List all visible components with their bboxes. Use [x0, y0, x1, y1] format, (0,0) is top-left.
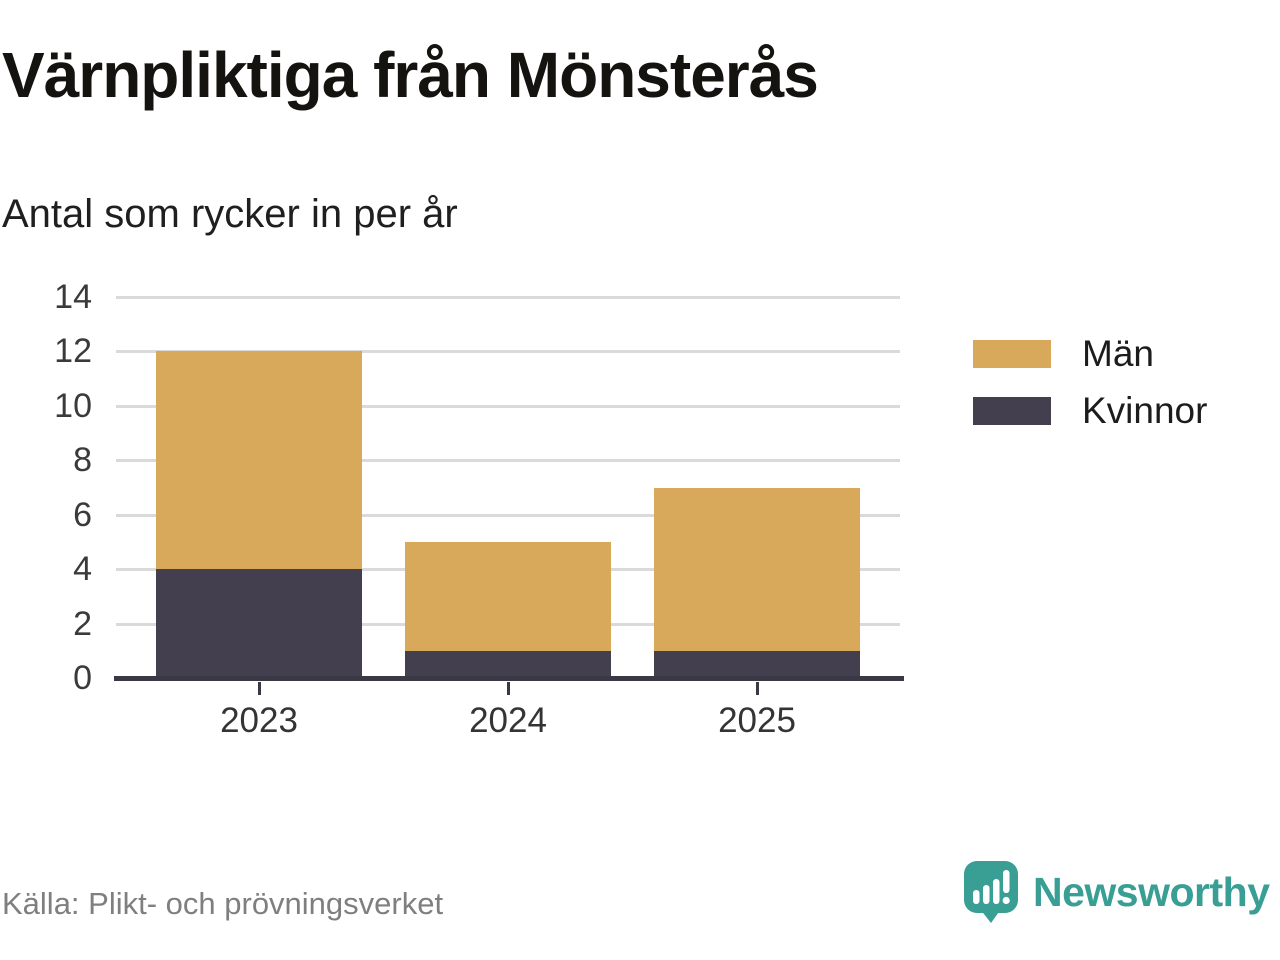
bar-segment-män-2024	[405, 541, 611, 651]
bar-segment-kvinnor-2024	[405, 650, 611, 678]
chart-title: Värnpliktiga från Mönsterås	[2, 39, 819, 111]
legend-item-kvinnor: Kvinnor	[973, 382, 1273, 439]
x-axis-tick-label: 2023	[220, 701, 298, 740]
x-axis-tick	[506, 682, 510, 695]
bar-segment-män-2025	[654, 487, 860, 651]
y-axis-tick-label: 12	[54, 332, 92, 371]
bar-segment-män-2023	[156, 351, 362, 570]
x-axis-tick	[755, 682, 759, 695]
legend-swatch-män	[973, 339, 1051, 368]
gridline	[116, 296, 900, 299]
legend-label: Män	[1082, 332, 1154, 374]
newsworthy-wordmark: Newsworthy	[1033, 868, 1270, 915]
bar-segment-kvinnor-2025	[654, 650, 860, 678]
legend-item-män: Män	[973, 325, 1273, 382]
y-axis-tick-label: 6	[73, 495, 92, 534]
gridline	[116, 513, 900, 517]
y-axis-tick-label: 4	[73, 550, 92, 589]
bar-segment-kvinnor-2023	[156, 569, 362, 678]
newsworthy-logo-icon	[964, 861, 1018, 923]
x-axis-tick	[257, 682, 261, 695]
y-axis-tick-label: 14	[54, 278, 92, 316]
gridline	[116, 350, 900, 354]
legend-swatch-kvinnor	[973, 396, 1051, 425]
y-axis-tick-label: 2	[73, 604, 92, 643]
x-axis-line	[114, 676, 904, 681]
x-axis-tick-label: 2025	[718, 701, 796, 740]
y-axis-tick-label: 0	[73, 659, 92, 697]
source-caption: Källa: Plikt- och prövningsverket	[2, 886, 444, 921]
gridline	[116, 404, 900, 408]
chart-subtitle: Antal som rycker in per år	[2, 192, 458, 236]
chart-legend: Män Kvinnor	[973, 325, 1273, 439]
x-axis-tick-label: 2024	[469, 701, 547, 740]
y-axis-tick-label: 8	[73, 441, 92, 480]
legend-label: Kvinnor	[1082, 389, 1208, 431]
y-axis-tick-label: 10	[54, 386, 92, 425]
gridline	[116, 459, 900, 463]
newsworthy-brand: Newsworthy	[964, 861, 1270, 923]
